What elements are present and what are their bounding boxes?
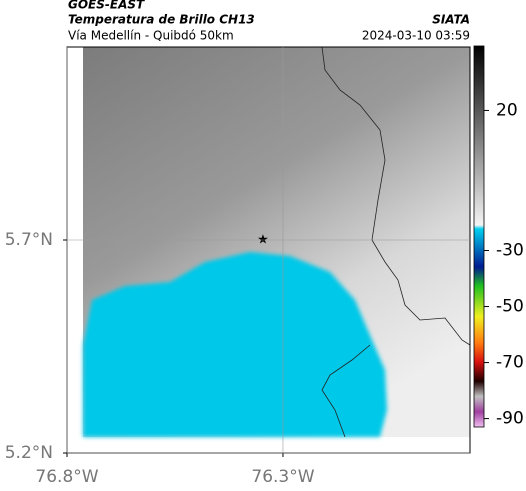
y-tick-label: 5.7°N: [5, 230, 53, 250]
colorbar-tick-label: -90: [496, 409, 524, 429]
caption: Vía Medellín - Quibdó 50km: [68, 29, 234, 43]
imagery: ★: [83, 46, 471, 438]
timestamp: 2024-03-10 03:59: [362, 29, 470, 43]
title: GOES-EAST: [68, 0, 145, 12]
source: SIATA: [432, 13, 470, 27]
colorbar-tick-label: -70: [496, 353, 524, 373]
colorbar-tick-label: -50: [496, 297, 524, 317]
colorbar-tick-label: 20: [496, 100, 518, 120]
x-tick-label: 76.8°W: [35, 467, 98, 487]
subtitle: Temperatura de Brillo CH13: [68, 13, 255, 27]
cold-cloud: [83, 252, 387, 437]
x-tick-label: 76.3°W: [251, 467, 314, 487]
colorbar-tick-label: -30: [496, 241, 524, 261]
colorbar: [473, 45, 485, 428]
y-tick-label: 5.2°N: [5, 443, 53, 463]
